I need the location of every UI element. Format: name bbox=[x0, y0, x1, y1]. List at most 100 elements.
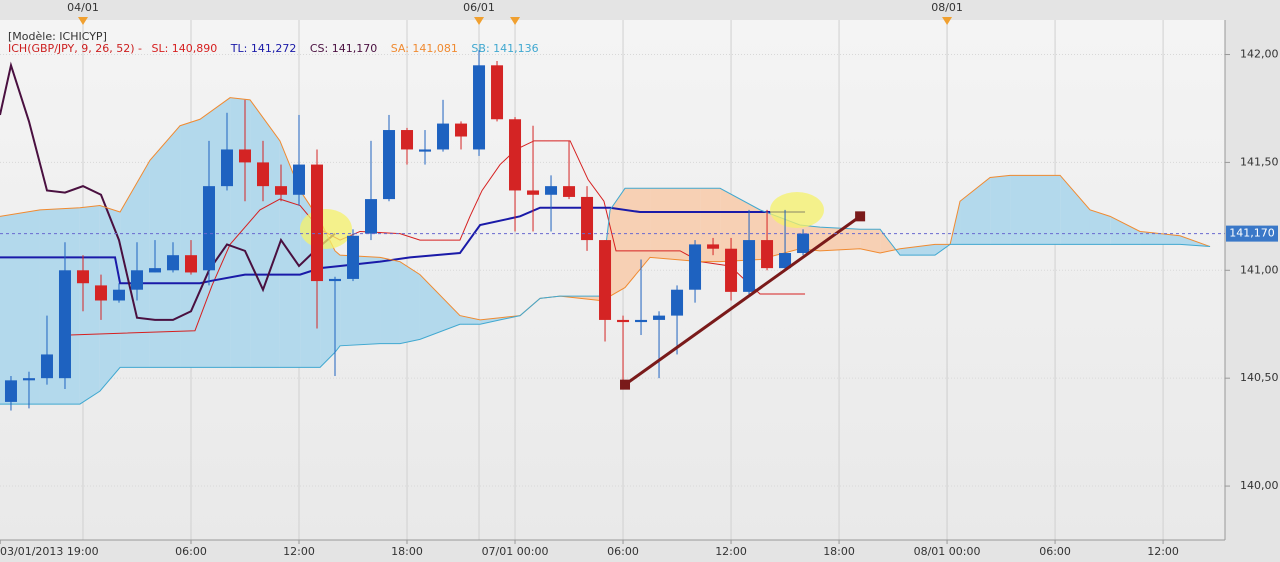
y-tick-label: 141,00 bbox=[1240, 263, 1279, 276]
y-tick-label: 140,50 bbox=[1240, 371, 1279, 384]
last-price-label: 141,170 bbox=[1229, 227, 1275, 240]
candle-body bbox=[311, 164, 324, 282]
cloud-segment bbox=[1110, 216, 1141, 245]
cloud-segment bbox=[880, 229, 896, 254]
candle-body bbox=[401, 130, 414, 150]
candle bbox=[347, 229, 360, 282]
x-tick-label: 12:00 bbox=[283, 545, 315, 558]
candle bbox=[545, 175, 558, 232]
cloud-segment bbox=[180, 119, 200, 368]
candle bbox=[437, 99, 450, 152]
y-tick-label: 140,00 bbox=[1240, 479, 1279, 492]
y-tick-label: 141,50 bbox=[1240, 155, 1279, 168]
candle-body bbox=[635, 319, 648, 323]
candle-body bbox=[383, 130, 396, 200]
candle-body bbox=[220, 149, 233, 187]
candle-body bbox=[545, 186, 558, 195]
candle bbox=[257, 140, 270, 202]
indicator-line bbox=[0, 187, 1211, 405]
candle-body bbox=[527, 190, 540, 195]
candle-body bbox=[94, 285, 107, 301]
candle-body bbox=[58, 270, 71, 379]
trendline-handle bbox=[620, 379, 631, 390]
x-tick-label: 18:00 bbox=[391, 545, 423, 558]
candle bbox=[563, 140, 576, 200]
candle bbox=[239, 99, 251, 202]
candle bbox=[707, 237, 720, 256]
cloud-segment bbox=[700, 188, 721, 262]
candle bbox=[473, 50, 486, 156]
model-label: [Modèle: ICHICYP] bbox=[8, 30, 107, 43]
top-tick-label: 08/01 bbox=[931, 1, 963, 14]
candles bbox=[4, 50, 810, 411]
candle-body bbox=[202, 186, 215, 271]
legend-entry: TL: 141,272 bbox=[230, 42, 297, 55]
legend-entry: SB: 141,136 bbox=[471, 42, 538, 55]
candle-body bbox=[329, 278, 342, 282]
cloud-segment bbox=[149, 125, 181, 368]
cloud-segment bbox=[340, 255, 381, 346]
cloud-segment bbox=[0, 209, 40, 405]
candle bbox=[383, 114, 396, 202]
candle bbox=[617, 315, 630, 385]
candle-body bbox=[257, 162, 270, 187]
cloud-segment bbox=[459, 315, 481, 325]
x-tick-label: 07/01 00:00 bbox=[482, 545, 549, 558]
cloud-segment bbox=[900, 244, 935, 256]
candle bbox=[599, 240, 612, 342]
candle-body bbox=[437, 123, 450, 150]
cloud-segment bbox=[610, 188, 626, 297]
candle-body bbox=[76, 270, 89, 284]
time-marker bbox=[510, 17, 521, 25]
x-tick-label: 12:00 bbox=[1147, 545, 1179, 558]
cloud-segment bbox=[99, 205, 121, 392]
candle bbox=[22, 371, 35, 409]
candle bbox=[40, 315, 53, 385]
cloud-segment bbox=[79, 205, 100, 405]
candle bbox=[761, 209, 774, 271]
candle-body bbox=[473, 65, 486, 150]
candle bbox=[491, 60, 504, 122]
top-tick-label: 04/01 bbox=[67, 1, 99, 14]
candle-body bbox=[707, 244, 720, 249]
candle bbox=[401, 127, 414, 165]
candle-body bbox=[761, 240, 774, 269]
x-tick-label: 18:00 bbox=[823, 545, 855, 558]
candle bbox=[184, 240, 197, 275]
cloud-segment bbox=[320, 220, 336, 368]
time-marker bbox=[77, 17, 88, 25]
candle bbox=[509, 117, 522, 232]
candle-body bbox=[365, 199, 378, 234]
candle bbox=[743, 209, 756, 297]
candle bbox=[275, 164, 288, 202]
candle bbox=[148, 240, 161, 273]
candle bbox=[293, 114, 306, 206]
candle-body bbox=[347, 235, 360, 279]
candle bbox=[94, 274, 107, 320]
y-tick-label: 142,00 bbox=[1240, 48, 1279, 61]
x-tick-label: 06:00 bbox=[607, 545, 639, 558]
x-tick-label: 06:00 bbox=[175, 545, 207, 558]
indicator-label: ICH(GBP/JPY, 9, 26, 52) - bbox=[8, 42, 142, 55]
candle-body bbox=[293, 164, 306, 195]
top-tick-label: 06/01 bbox=[463, 1, 495, 14]
candle bbox=[4, 376, 17, 411]
cloud-segment bbox=[335, 250, 341, 353]
candle-body bbox=[130, 270, 143, 290]
candle bbox=[220, 112, 233, 191]
cloud-segment bbox=[120, 160, 150, 368]
cloud-segment bbox=[990, 175, 1011, 245]
candle-body bbox=[239, 149, 251, 163]
candle-body bbox=[455, 123, 468, 137]
legend-entry: SA: 141,081 bbox=[391, 42, 458, 55]
cloud-segment bbox=[1010, 175, 1061, 245]
candle-body bbox=[148, 268, 161, 273]
cloud-segment bbox=[1089, 209, 1111, 245]
indicator-lines bbox=[0, 61, 1211, 405]
candle-body bbox=[563, 186, 576, 197]
time-marker bbox=[942, 17, 953, 25]
candle bbox=[166, 242, 179, 273]
x-tick-label: 08/01 00:00 bbox=[914, 545, 981, 558]
trendline bbox=[624, 215, 861, 386]
